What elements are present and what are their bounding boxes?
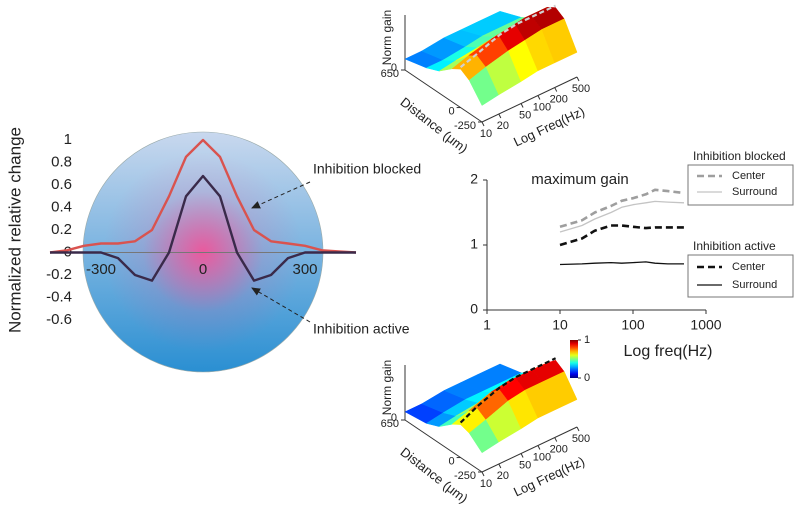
surface-patch <box>541 371 578 411</box>
y-tick-label: 1 <box>64 131 72 148</box>
y-tick-label: 0.8 <box>51 153 72 170</box>
z-axis-label: Norm gain <box>380 10 394 65</box>
x-tick-label: 300 <box>292 261 317 278</box>
y-tick-label: 650 <box>381 418 399 430</box>
legend-label: Surround <box>732 186 777 198</box>
y-tick-label: -0.2 <box>46 266 72 283</box>
x-tick <box>576 426 580 432</box>
x-tick-label: 10 <box>480 478 492 490</box>
x-tick-label: 10 <box>480 128 492 140</box>
y-tick-label: 0.4 <box>51 198 72 215</box>
legend-title: Inhibition active <box>693 239 776 253</box>
x-tick-label: 20 <box>497 120 509 132</box>
series-line <box>559 224 684 247</box>
x-tick-label: 0 <box>199 261 207 278</box>
y-tick-label: 2 <box>470 171 478 187</box>
x-tick-label: 10 <box>552 317 568 333</box>
legend-title: Inhibition blocked <box>693 149 786 163</box>
y-tick-label: -0.6 <box>46 311 72 328</box>
x-tick-label: 100 <box>621 317 645 333</box>
x-tick-label: 500 <box>572 83 590 95</box>
x-tick-label: 1000 <box>690 317 721 333</box>
surface-patch <box>541 18 578 64</box>
y-tick-label: 1 <box>470 236 478 252</box>
x-tick <box>576 76 580 82</box>
x-tick <box>481 121 485 127</box>
x-tick <box>537 445 541 450</box>
x-tick-label: 20 <box>497 470 509 482</box>
x-axis-label: Log freq(Hz) <box>624 343 713 360</box>
distance-axis <box>404 419 483 473</box>
x-tick-label: 1 <box>483 317 491 333</box>
freq-axis <box>481 76 578 123</box>
y-tick-label: 0.6 <box>51 176 72 193</box>
x-tick <box>498 113 502 119</box>
legend-label: Center <box>732 261 765 273</box>
annotation: Inhibition active <box>313 321 410 337</box>
freq-axis <box>481 426 578 473</box>
colorbar-tick-label: 1 <box>584 334 590 346</box>
x-tick-label: 200 <box>550 443 568 455</box>
series-line <box>559 261 684 266</box>
y-tick-label: -250 <box>454 120 476 132</box>
x-tick <box>554 87 558 92</box>
annotation-arrow <box>251 181 311 209</box>
y-tick-label: 0.2 <box>51 221 72 238</box>
colorbar-tick-label: 0 <box>584 372 590 384</box>
x-tick-label: -300 <box>86 261 116 278</box>
x-tick-label: 100 <box>533 101 551 113</box>
y-tick-label: -250 <box>454 470 476 482</box>
y-tick-label: -0.4 <box>46 288 72 305</box>
annotation-arrow <box>251 287 311 323</box>
series-line <box>50 174 356 282</box>
y-tick-label: 650 <box>381 68 399 80</box>
colorbar <box>570 340 578 378</box>
legend-box <box>687 254 794 298</box>
y-tick-label: 0 <box>470 301 478 317</box>
distance-axis <box>404 69 483 123</box>
x-tick <box>520 103 524 108</box>
y-axis-label: Normalized relative change <box>5 127 24 333</box>
x-tick <box>554 437 558 442</box>
x-tick-label: 50 <box>519 459 531 471</box>
x-tick <box>537 95 541 100</box>
center-line <box>459 357 557 424</box>
legend-label: Surround <box>732 279 777 291</box>
z-tick-label: 0 <box>391 412 397 424</box>
series-line <box>559 188 685 229</box>
annotation: Inhibition blocked <box>313 161 421 177</box>
x-tick-label: 100 <box>533 451 551 463</box>
x-tick <box>520 453 524 458</box>
z-axis-label: Norm gain <box>380 360 394 415</box>
x-tick-label: 500 <box>572 433 590 445</box>
legend-box <box>687 164 794 206</box>
series-line <box>49 138 357 254</box>
x-tick <box>498 463 502 469</box>
chart-title: maximum gain <box>531 171 629 188</box>
center-line <box>459 4 557 68</box>
series-line <box>559 200 685 233</box>
z-tick-label: 0 <box>391 62 397 74</box>
legend-label: Center <box>732 170 765 182</box>
x-tick-label: 200 <box>550 93 568 105</box>
y-tick-label: 0 <box>448 455 454 467</box>
y-tick-label: 0 <box>448 105 454 117</box>
x-tick-label: 50 <box>519 109 531 121</box>
x-tick <box>481 471 485 477</box>
